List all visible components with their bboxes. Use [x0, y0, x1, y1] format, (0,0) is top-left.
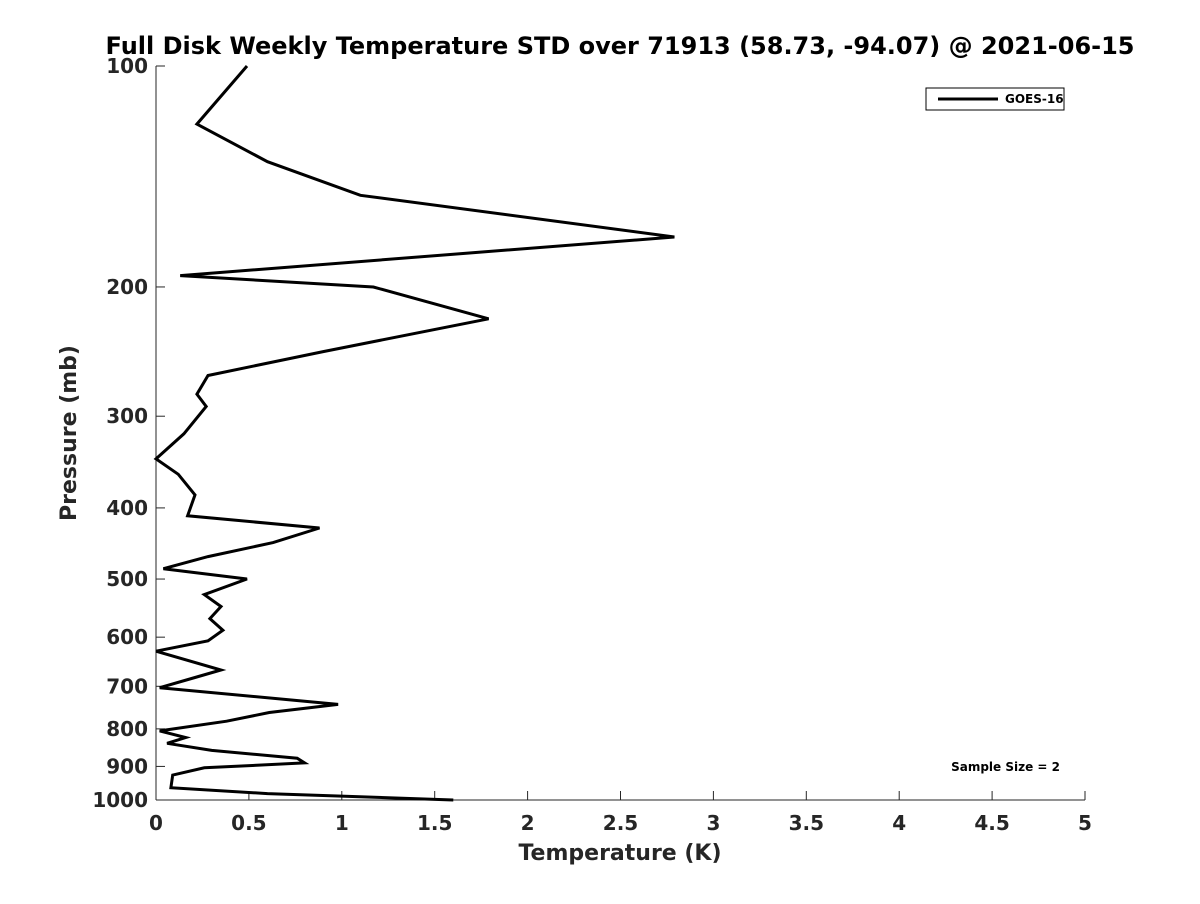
y-tick-label: 300 — [106, 404, 148, 428]
y-tick-label: 400 — [106, 496, 148, 520]
x-tick-label: 1 — [335, 811, 349, 835]
x-tick-label: 4 — [892, 811, 906, 835]
x-tick-label: 2.5 — [603, 811, 638, 835]
x-tick-label: 0 — [149, 811, 163, 835]
x-tick-label: 3.5 — [789, 811, 824, 835]
legend: GOES-16 — [925, 87, 1065, 111]
y-axis-label: Pressure (mb) — [57, 345, 82, 521]
y-tick-label: 500 — [106, 567, 148, 591]
chart-title: Full Disk Weekly Temperature STD over 71… — [106, 32, 1135, 60]
sample-size-annotation: Sample Size = 2 — [951, 760, 1060, 774]
y-tick-label: 900 — [106, 754, 148, 778]
y-tick-label: 200 — [106, 275, 148, 299]
y-tick-label: 800 — [106, 717, 148, 741]
x-axis-label: Temperature (K) — [518, 841, 721, 866]
x-tick-label: 1.5 — [417, 811, 452, 835]
y-tick-label: 1000 — [92, 788, 148, 812]
plot-lines — [153, 65, 675, 802]
y-tick-label: 600 — [106, 625, 148, 649]
x-tick-label: 4.5 — [974, 811, 1009, 835]
y-tick-label: 100 — [106, 54, 148, 78]
x-tick-label: 2 — [521, 811, 535, 835]
legend-entry-label: GOES-16 — [1005, 92, 1064, 106]
y-tick-label: 700 — [106, 674, 148, 698]
plot-axes: 0 0.5 1 1.5 2 2.5 3 3.5 4 4.5 5 100 200 300 400 500 600 7… — [92, 54, 1092, 835]
x-tick-label: 5 — [1078, 811, 1092, 835]
x-tick-label: 0.5 — [231, 811, 266, 835]
x-tick-label: 3 — [706, 811, 720, 835]
series-line-goes-16 — [153, 65, 675, 802]
